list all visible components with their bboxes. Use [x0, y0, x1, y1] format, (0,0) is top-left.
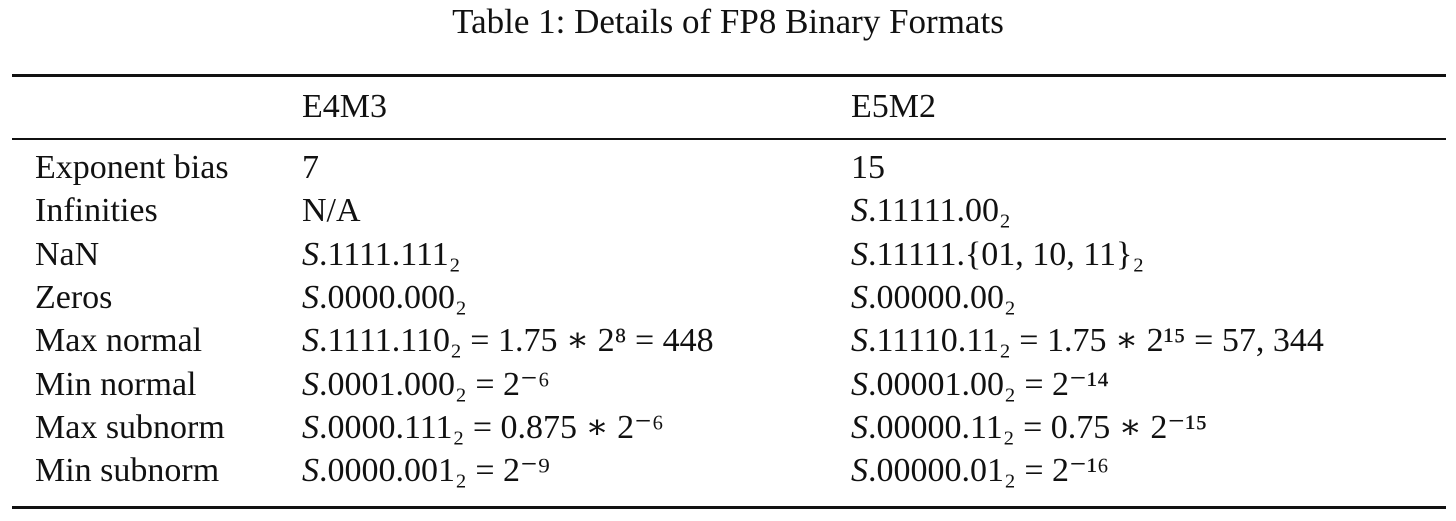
row-label: Exponent bias [35, 149, 229, 186]
bit-pattern: .11111.{01, 10, 11}₂ [868, 236, 1145, 273]
table-cell: S.00000.00₂ [851, 278, 1016, 318]
sign-symbol: S [851, 236, 868, 273]
sign-symbol: S [302, 236, 319, 273]
table-cell: S.0000.001₂ = 2⁻⁹ [302, 451, 550, 491]
bit-pattern: .11111.00₂ [868, 192, 1011, 229]
bit-pattern: .0000.001₂ = 2⁻⁹ [319, 452, 550, 489]
row-label: Min normal [35, 366, 197, 403]
sign-symbol: S [302, 409, 319, 446]
bit-pattern: .00000.01₂ = 2⁻¹⁶ [868, 452, 1110, 489]
sign-symbol: S [302, 366, 319, 403]
bottom-rule [12, 506, 1446, 509]
bit-pattern: .0000.000₂ [319, 279, 467, 316]
sign-symbol: S [851, 366, 868, 403]
sign-symbol: S [851, 279, 868, 316]
table-cell: S.11111.{01, 10, 11}₂ [851, 235, 1144, 275]
row-label: NaN [35, 236, 100, 273]
table-cell: S.0000.000₂ [302, 278, 467, 318]
table-cell: 7 [302, 149, 319, 186]
table-cell: S.00001.00₂ = 2⁻¹⁴ [851, 365, 1109, 405]
table-cell: S.00000.01₂ = 2⁻¹⁶ [851, 451, 1109, 491]
sign-symbol: S [302, 452, 319, 489]
table-caption: Table 1: Details of FP8 Binary Formats [452, 2, 1004, 41]
column-header: E5M2 [851, 88, 936, 125]
bit-pattern: .1111.110₂ = 1.75 ∗ 2⁸ = 448 [319, 322, 714, 359]
table-cell: S.1111.111₂ [302, 235, 461, 275]
sign-symbol: S [851, 409, 868, 446]
sign-symbol: S [302, 322, 319, 359]
bit-pattern: .00001.00₂ = 2⁻¹⁴ [868, 366, 1110, 403]
bit-pattern: .11110.11₂ = 1.75 ∗ 2¹⁵ = 57, 344 [868, 322, 1324, 359]
sign-symbol: S [302, 279, 319, 316]
bit-pattern: .0001.000₂ = 2⁻⁶ [319, 366, 550, 403]
column-header: E4M3 [302, 88, 387, 125]
table-cell: S.11110.11₂ = 1.75 ∗ 2¹⁵ = 57, 344 [851, 321, 1324, 361]
bit-pattern: .00000.11₂ = 0.75 ∗ 2⁻¹⁵ [868, 409, 1208, 446]
sign-symbol: S [851, 452, 868, 489]
row-label: Max subnorm [35, 409, 225, 446]
table-cell: 15 [851, 149, 885, 186]
bit-pattern: .0000.111₂ = 0.875 ∗ 2⁻⁶ [319, 409, 664, 446]
table-cell: S.1111.110₂ = 1.75 ∗ 2⁸ = 448 [302, 321, 714, 361]
bit-pattern: .1111.111₂ [319, 236, 461, 273]
table-cell: S.00000.11₂ = 0.75 ∗ 2⁻¹⁵ [851, 408, 1207, 448]
sign-symbol: S [851, 322, 868, 359]
table-cell: S.11111.00₂ [851, 191, 1011, 231]
row-label: Max normal [35, 322, 203, 359]
table-cell: S.0000.111₂ = 0.875 ∗ 2⁻⁶ [302, 408, 664, 448]
mid-rule [12, 138, 1446, 140]
row-label: Infinities [35, 192, 158, 229]
top-rule [12, 74, 1446, 77]
table-cell: N/A [302, 192, 361, 229]
bit-pattern: .00000.00₂ [868, 279, 1016, 316]
table-cell: S.0001.000₂ = 2⁻⁶ [302, 365, 550, 405]
sign-symbol: S [851, 192, 868, 229]
row-label: Zeros [35, 279, 113, 316]
row-label: Min subnorm [35, 452, 220, 489]
